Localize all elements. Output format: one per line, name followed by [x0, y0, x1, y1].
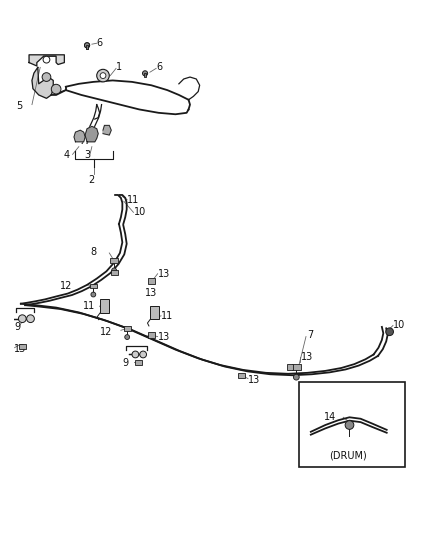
Bar [286, 365, 293, 370]
Text: 10: 10 [393, 320, 405, 330]
Circle shape [85, 43, 90, 48]
Bar [135, 360, 141, 365]
Text: (DRUM): (DRUM) [329, 451, 367, 461]
Bar [100, 300, 109, 313]
Bar [148, 333, 155, 338]
Circle shape [293, 374, 299, 380]
Circle shape [42, 72, 51, 82]
Text: 13: 13 [301, 352, 314, 362]
Circle shape [27, 315, 35, 322]
Polygon shape [85, 126, 98, 142]
Polygon shape [29, 55, 64, 66]
Bar [19, 344, 26, 349]
Text: 12: 12 [60, 281, 73, 291]
Circle shape [100, 72, 106, 78]
Bar [299, 383, 405, 467]
Bar [86, 45, 88, 49]
Text: 11: 11 [82, 301, 95, 311]
Circle shape [140, 351, 146, 358]
Text: 11: 11 [161, 311, 173, 321]
Bar [110, 259, 118, 263]
Circle shape [85, 43, 90, 48]
Circle shape [386, 328, 393, 336]
Bar [111, 270, 117, 275]
Text: 11: 11 [127, 195, 139, 205]
Text: 13: 13 [248, 375, 260, 385]
Circle shape [18, 315, 26, 322]
Text: 13: 13 [14, 344, 26, 354]
Text: 7: 7 [307, 330, 314, 340]
Text: 13: 13 [158, 332, 170, 342]
Bar [150, 305, 159, 319]
Bar [148, 278, 155, 284]
Text: 13: 13 [158, 269, 170, 279]
Bar [124, 326, 131, 330]
Circle shape [91, 292, 96, 297]
Text: 9: 9 [14, 322, 21, 332]
Text: 8: 8 [91, 247, 97, 257]
Text: 5: 5 [16, 101, 22, 111]
Circle shape [43, 56, 50, 63]
Bar [144, 73, 146, 77]
Circle shape [51, 84, 61, 94]
Text: 12: 12 [100, 327, 113, 337]
Bar [292, 364, 300, 370]
Text: 4: 4 [64, 150, 70, 160]
Bar [90, 284, 97, 288]
Circle shape [112, 268, 117, 273]
Circle shape [132, 351, 139, 358]
Bar [86, 45, 88, 49]
Text: 2: 2 [88, 175, 94, 185]
Polygon shape [103, 125, 111, 135]
Circle shape [345, 421, 354, 430]
Text: 3: 3 [84, 150, 90, 160]
Circle shape [97, 69, 110, 82]
Text: 6: 6 [97, 38, 103, 48]
Text: 13: 13 [145, 288, 157, 298]
Polygon shape [32, 67, 53, 98]
Text: 10: 10 [134, 207, 146, 217]
Circle shape [142, 71, 148, 76]
Circle shape [125, 335, 130, 340]
Bar [238, 373, 245, 378]
Text: 14: 14 [324, 413, 336, 422]
Text: 6: 6 [156, 62, 162, 72]
Polygon shape [74, 130, 85, 142]
Text: 1: 1 [116, 62, 122, 72]
Text: 9: 9 [123, 358, 129, 368]
